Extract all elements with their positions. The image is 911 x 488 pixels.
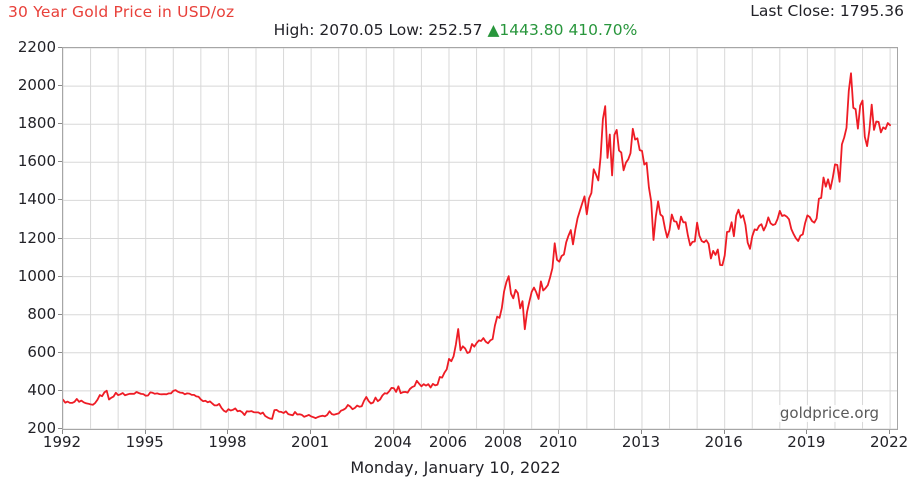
- y-axis-label: 1000: [17, 266, 56, 285]
- x-axis-label: 2008: [484, 433, 523, 451]
- y-axis-label: 1200: [17, 228, 56, 247]
- x-axis-tick: [558, 430, 560, 434]
- x-axis-tick: [447, 430, 449, 434]
- y-axis-tick: [58, 123, 62, 125]
- y-axis-tick: [58, 275, 62, 277]
- y-axis-label: 600: [27, 342, 56, 361]
- change-group: ▲1443.80 410.70%: [487, 21, 637, 39]
- x-axis-label: 2019: [787, 433, 826, 451]
- y-axis-label: 400: [27, 380, 56, 399]
- low-label: Low:: [388, 21, 424, 39]
- y-axis-label: 800: [27, 304, 56, 323]
- high-low-stats: High: 2070.05 Low: 252.57 ▲1443.80 410.7…: [0, 21, 911, 39]
- y-axis-label: 1800: [17, 114, 56, 133]
- x-axis-label: 2013: [621, 433, 661, 451]
- x-axis-tick: [392, 430, 394, 434]
- price-chart-svg: [63, 48, 897, 429]
- high-label: High:: [273, 21, 315, 39]
- price-line: [63, 72, 891, 420]
- y-axis-label: 2200: [17, 38, 56, 56]
- x-axis-tick: [227, 430, 229, 434]
- x-axis-tick: [310, 430, 312, 434]
- y-axis-tick: [58, 85, 62, 87]
- change-percent: 410.70%: [568, 21, 638, 39]
- x-axis-label: 2006: [428, 433, 468, 451]
- x-axis-tick: [62, 430, 63, 434]
- last-close-value: 1795.36: [839, 2, 904, 20]
- y-axis-tick: [58, 351, 62, 353]
- high-value: 2070.05: [319, 21, 384, 39]
- last-close: Last Close: 1795.36: [750, 2, 904, 20]
- x-axis-tick: [723, 430, 725, 434]
- chart-plot-area: goldprice.org: [62, 47, 898, 430]
- y-axis-label: 200: [27, 419, 56, 437]
- x-axis-tick: [144, 430, 146, 434]
- x-axis-label: 1992: [42, 433, 82, 451]
- x-axis-label: 2001: [291, 433, 330, 451]
- y-axis-tick: [58, 389, 62, 391]
- y-axis-tick: [58, 237, 62, 239]
- x-axis-label: 2010: [539, 433, 578, 451]
- x-axis-label: 2022: [870, 433, 909, 451]
- y-axis-label: 1600: [17, 152, 56, 171]
- x-axis-tick: [889, 430, 891, 434]
- up-arrow-icon: ▲: [487, 21, 500, 39]
- x-axis-label: 2004: [373, 433, 412, 451]
- x-axis-tick: [503, 430, 505, 434]
- x-axis-label: 1998: [208, 433, 247, 451]
- y-axis-label: 1400: [17, 190, 56, 209]
- y-axis-tick: [58, 47, 62, 48]
- x-axis-label: 2016: [704, 433, 743, 451]
- y-axis-tick: [58, 199, 62, 201]
- y-axis-tick: [58, 313, 62, 315]
- last-close-label: Last Close:: [750, 2, 835, 20]
- x-axis-tick: [640, 430, 642, 434]
- page-title: 30 Year Gold Price in USD/oz: [8, 3, 235, 21]
- chart-date: Monday, January 10, 2022: [350, 458, 561, 477]
- low-value: 252.57: [428, 21, 483, 39]
- y-axis-label: 2000: [17, 76, 56, 95]
- y-axis-tick: [58, 428, 62, 429]
- x-axis-label: 1995: [125, 433, 164, 451]
- y-axis-tick: [58, 161, 62, 163]
- x-axis-tick: [806, 430, 808, 434]
- watermark: goldprice.org: [777, 404, 881, 422]
- change-absolute: 1443.80: [499, 21, 564, 39]
